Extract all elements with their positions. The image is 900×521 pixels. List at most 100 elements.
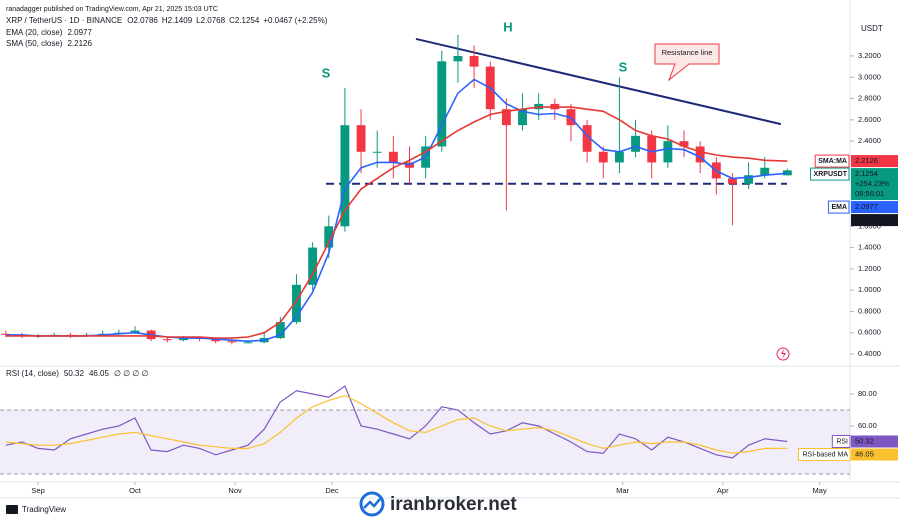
resistance-line xyxy=(415,37,782,126)
candle-body xyxy=(340,125,350,227)
candle-body xyxy=(453,55,463,62)
candle-body xyxy=(518,109,527,126)
indicator-line xyxy=(5,78,788,343)
brand: TradingView xyxy=(6,505,66,514)
marker-name: SMA:MA xyxy=(818,158,847,165)
annotation: H xyxy=(503,19,512,34)
legend-text: ∅ ∅ ∅ ∅ xyxy=(114,369,149,378)
y-tick-label: 0.6000 xyxy=(858,328,881,337)
watermark-logo xyxy=(363,498,381,509)
rsi-label-box xyxy=(831,434,851,448)
legend-text: H2.1409 xyxy=(162,16,193,25)
y-tick-label: 80.00 xyxy=(858,389,877,398)
y-tick-label: 60.00 xyxy=(858,421,877,430)
candle-body xyxy=(598,151,608,163)
marker-value: 2.1254 xyxy=(855,169,878,178)
y-tick-label: 0.4000 xyxy=(858,349,881,358)
x-tick-label: Apr xyxy=(717,486,729,495)
candle-body xyxy=(356,125,366,152)
callout-label: Resistance line xyxy=(662,48,713,57)
y-tick-label: 1.0000 xyxy=(858,285,881,294)
x-tick-label: Mar xyxy=(616,486,629,495)
y-tick-label: 1.2000 xyxy=(858,264,881,273)
marker-value: 2.0000 xyxy=(855,215,878,224)
rsi-value-box xyxy=(851,435,898,448)
candle-body xyxy=(227,341,237,343)
candle-body xyxy=(647,135,657,163)
candle-body xyxy=(582,125,592,152)
candle-body xyxy=(501,109,511,126)
y-tick-label: 2.4000 xyxy=(858,136,881,145)
candle-body xyxy=(275,322,285,339)
publisher: ranadagger published on TradingView.com,… xyxy=(6,6,218,13)
candle-body xyxy=(760,167,770,176)
indicator-line xyxy=(5,106,788,339)
candle-body xyxy=(308,247,318,285)
rsi-line xyxy=(5,394,788,454)
candle-body xyxy=(130,330,140,333)
alert-icon xyxy=(781,349,786,359)
legend-text: EMA (20, close) xyxy=(6,28,63,37)
marker-value: 2.0977 xyxy=(855,202,878,211)
candle-body xyxy=(782,170,792,176)
marker-name-box xyxy=(810,167,850,181)
y-tick-label: 3.2000 xyxy=(858,51,881,60)
annotation: S xyxy=(322,65,331,80)
candle-body xyxy=(178,338,188,341)
marker-box xyxy=(851,168,898,201)
candle-body xyxy=(614,151,624,163)
y-tick-label: 3.0000 xyxy=(858,72,881,81)
watermark: iranbroker.net xyxy=(359,491,517,517)
legend-text: RSI (14, close) xyxy=(6,369,59,378)
marker-name: EMA xyxy=(831,204,847,211)
rsi-label-name: RSI-based MA xyxy=(802,451,848,458)
brand-logo xyxy=(6,505,18,514)
legend-text: 2.0977 xyxy=(67,28,92,37)
rsi-value: 50.32 xyxy=(855,436,874,445)
legend-text: +0.0467 (+2.25%) xyxy=(263,16,327,25)
candle-body xyxy=(663,141,673,163)
candle-body xyxy=(243,342,253,344)
rsi-band xyxy=(0,410,850,474)
alert-icon xyxy=(776,347,790,361)
candle-body xyxy=(679,141,689,147)
watermark-logo xyxy=(359,491,385,517)
candle-body xyxy=(437,61,447,147)
candle-body xyxy=(211,339,221,342)
candle-body xyxy=(695,146,705,163)
marker-name-box xyxy=(827,200,850,214)
candle-body xyxy=(469,55,479,67)
marker-box xyxy=(851,214,898,227)
annotation: S xyxy=(619,59,628,74)
rsi-line xyxy=(5,385,788,459)
brand-name: TradingView xyxy=(22,505,66,514)
marker-box xyxy=(851,201,898,214)
y-tick-label: 2.8000 xyxy=(858,94,881,103)
callout-box xyxy=(654,43,720,82)
y-tick-label: 1.4000 xyxy=(858,243,881,252)
marker-name-box xyxy=(814,154,850,168)
legend-text: 2.2126 xyxy=(67,39,92,48)
y-tick-label: 0.8000 xyxy=(858,306,881,315)
candle-body xyxy=(388,151,398,163)
candle-body xyxy=(372,151,382,153)
candle-body xyxy=(162,339,172,341)
candle-body xyxy=(728,178,737,184)
legend-text: O2.0786 xyxy=(127,16,158,25)
y-tick-label: 2.6000 xyxy=(858,115,881,124)
candle-body xyxy=(744,175,754,184)
x-tick-label: Sep xyxy=(31,486,44,495)
rsi-value: 46.05 xyxy=(855,449,874,458)
marker-box xyxy=(851,155,898,168)
x-tick-label: Oct xyxy=(129,486,142,495)
x-tick-label: Dec xyxy=(325,486,339,495)
marker-name: XRPUSDT xyxy=(814,171,848,178)
watermark-text: iranbroker.net xyxy=(390,494,517,515)
currency: USDT xyxy=(861,24,883,33)
rsi-value-box xyxy=(851,448,898,461)
marker-change: +254.23% xyxy=(855,179,889,188)
candle-body xyxy=(631,135,641,152)
